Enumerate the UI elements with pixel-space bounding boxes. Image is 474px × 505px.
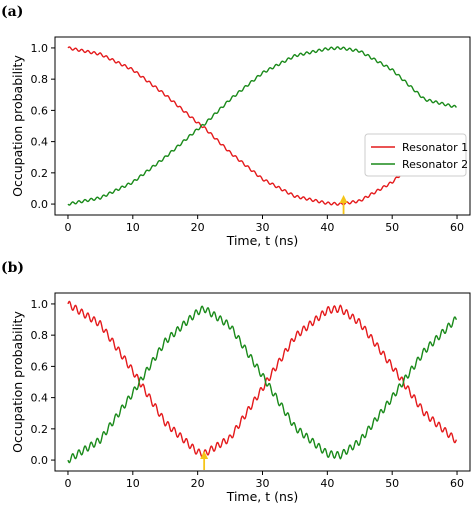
x-tick-label: 0: [64, 477, 71, 490]
x-tick-label: 40: [320, 477, 334, 490]
y-tick-label: 0.0: [31, 198, 49, 211]
x-tick-label: 30: [256, 221, 270, 234]
legend-label-resonator-2: Resonator 2: [402, 158, 468, 171]
y-tick-label: 0.8: [31, 329, 49, 342]
marker-arrow: [200, 451, 209, 470]
x-axis-ticks: 0 10 20 30 40 50 60: [64, 215, 464, 234]
y-tick-label: 0.2: [31, 167, 49, 180]
x-axis-ticks: 0 10 20 30 40 50 60: [64, 471, 464, 490]
chart-panel-a: (a) 0.0 0.2 0.4 0.6 0.8 1.0 0 10 20 30 40 50 60 Tim…: [1, 4, 471, 248]
legend-label-resonator-1: Resonator 1: [402, 141, 468, 154]
y-axis-label: Occupation probability: [10, 55, 25, 197]
y-tick-label: 0.6: [31, 104, 49, 117]
y-tick-label: 1.0: [31, 42, 49, 55]
x-axis-label: Time, t (ns): [226, 233, 299, 248]
y-tick-label: 1.0: [31, 298, 49, 311]
y-tick-label: 0.4: [31, 392, 49, 405]
arrow-head: [339, 195, 348, 203]
series-lines: [67, 300, 458, 464]
y-tick-label: 0.2: [31, 423, 49, 436]
series-line-resonator-2: [67, 46, 457, 206]
y-tick-label: 0.6: [31, 360, 49, 373]
x-tick-label: 0: [64, 221, 71, 234]
y-axis-ticks: 0.0 0.2 0.4 0.6 0.8 1.0: [31, 42, 55, 211]
x-tick-label: 10: [126, 221, 140, 234]
y-tick-label: 0.4: [31, 136, 49, 149]
x-tick-label: 20: [191, 221, 205, 234]
y-tick-label: 0.0: [31, 454, 49, 467]
x-tick-label: 50: [385, 477, 399, 490]
panel-label: (b): [1, 260, 24, 276]
marker-arrow: [339, 195, 348, 214]
legend-box: [364, 133, 467, 177]
y-axis-ticks: 0.0 0.2 0.4 0.6 0.8 1.0: [31, 298, 55, 467]
series-line-resonator-2: [67, 305, 458, 464]
legend: Resonator 1 Resonator 2: [364, 133, 468, 177]
x-tick-label: 20: [191, 477, 205, 490]
series-line-resonator-1: [67, 46, 457, 206]
y-axis-label: Occupation probability: [10, 311, 25, 453]
x-tick-label: 10: [126, 477, 140, 490]
chart-panel-b: (b) 0.0 0.2 0.4 0.6 0.8 1.0 0 10 20 30 40 50 60 Tim…: [1, 260, 471, 504]
series-line-resonator-1: [67, 300, 458, 458]
x-tick-label: 40: [320, 221, 334, 234]
arrow-head: [200, 451, 209, 459]
x-tick-label: 60: [450, 221, 464, 234]
x-tick-label: 30: [256, 477, 270, 490]
x-axis-label: Time, t (ns): [226, 489, 299, 504]
x-tick-label: 50: [385, 221, 399, 234]
x-tick-label: 60: [450, 477, 464, 490]
y-tick-label: 0.8: [31, 73, 49, 86]
panel-label: (a): [1, 4, 23, 20]
series-lines: [67, 46, 457, 206]
